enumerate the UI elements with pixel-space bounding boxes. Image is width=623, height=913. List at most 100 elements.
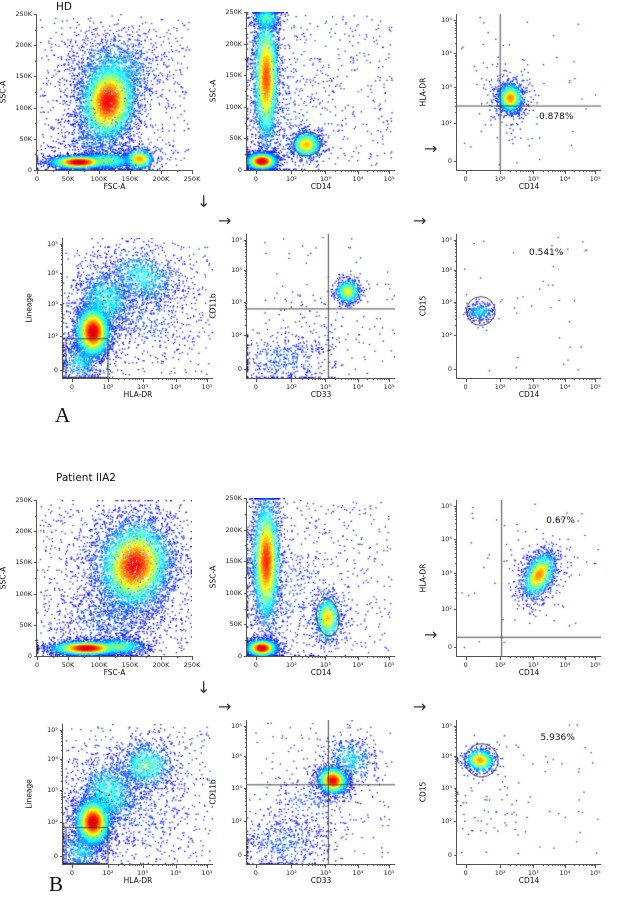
tick-mark	[245, 790, 247, 792]
tick-mark	[455, 92, 457, 94]
tick-mark	[356, 656, 358, 658]
tick-mark	[59, 369, 63, 371]
tick-mark	[128, 864, 130, 866]
tick-mark	[243, 170, 247, 171]
scatter-canvas	[37, 14, 192, 170]
tick-mark	[245, 304, 247, 306]
tick-mark	[455, 797, 457, 799]
x-tick-label: 10⁵	[589, 174, 601, 183]
tick-mark	[531, 170, 533, 172]
tick-mark	[243, 855, 247, 857]
tick-mark	[593, 656, 595, 658]
tick-mark	[61, 310, 63, 312]
tick-mark	[528, 656, 530, 658]
tick-mark	[465, 378, 467, 382]
tick-mark	[583, 170, 585, 172]
tick-mark	[307, 378, 309, 380]
tick-mark	[455, 544, 457, 546]
x-tick-label: 0	[34, 174, 40, 183]
tick-mark	[354, 864, 356, 866]
tick-mark	[588, 170, 590, 172]
tick-mark	[348, 864, 350, 866]
x-axis-label: CD14	[518, 182, 540, 191]
y-tick-label: 0	[237, 166, 242, 174]
tick-mark	[59, 729, 63, 731]
x-tick-label: 10²	[285, 660, 297, 669]
tick-mark	[455, 511, 457, 513]
tick-mark	[33, 14, 37, 15]
tick-mark	[455, 757, 457, 759]
tick-mark	[455, 23, 457, 25]
tick-mark	[59, 273, 63, 274]
y-axis-label: Lineage	[24, 779, 34, 809]
tick-mark	[322, 170, 324, 172]
tick-mark	[142, 378, 144, 382]
tick-mark	[33, 593, 37, 595]
scatter-canvas	[247, 720, 395, 864]
tick-mark	[455, 101, 457, 103]
tick-mark	[245, 778, 247, 780]
tick-mark	[61, 274, 63, 276]
x-tick-label: 10⁴	[559, 868, 571, 877]
tick-mark	[379, 170, 381, 172]
tick-mark	[245, 241, 247, 243]
tick-mark	[455, 584, 457, 586]
y-tick-label: 0	[237, 652, 242, 660]
tick-mark	[379, 378, 381, 380]
tick-mark	[389, 170, 391, 174]
tick-mark	[528, 864, 530, 866]
tick-mark	[592, 656, 594, 658]
tick-mark	[61, 282, 63, 284]
tick-mark	[455, 54, 457, 56]
tick-mark	[307, 864, 309, 866]
tick-mark	[207, 864, 208, 868]
y-tick-label: 200K	[225, 525, 242, 534]
tick-mark	[140, 864, 142, 866]
y-tick-label: 10³	[441, 297, 452, 306]
tick-mark	[561, 378, 563, 380]
x-axis-label: HLA-DR	[123, 876, 153, 885]
tick-mark	[453, 301, 457, 303]
x-tick-label: 10²	[494, 868, 506, 877]
tick-mark	[455, 578, 457, 580]
tick-mark	[194, 864, 196, 866]
tick-mark	[523, 864, 525, 866]
y-tick-label: 0	[447, 156, 452, 165]
tick-mark	[35, 640, 37, 642]
tick-mark	[389, 864, 391, 868]
tick-mark	[325, 170, 327, 174]
tick-mark	[552, 656, 554, 658]
tick-mark	[61, 775, 63, 777]
tick-mark	[61, 255, 63, 257]
tick-mark	[455, 556, 457, 558]
tick-mark	[245, 795, 247, 797]
tick-mark	[352, 864, 354, 866]
tick-mark	[245, 760, 247, 762]
x-tick-label: 10⁵	[589, 868, 601, 877]
tick-mark	[243, 138, 247, 140]
scatter-canvas	[457, 234, 601, 378]
tick-mark	[590, 864, 592, 866]
tick-mark	[340, 656, 342, 658]
tick-mark	[59, 822, 63, 823]
tick-mark	[99, 656, 100, 660]
y-tick-label: 10⁴	[47, 755, 58, 763]
tick-mark	[37, 170, 38, 174]
tick-mark	[367, 378, 369, 380]
tick-mark	[358, 656, 359, 660]
tick-mark	[358, 378, 359, 382]
gating-arrow-right-icon: →	[424, 139, 438, 158]
tick-mark	[455, 789, 457, 791]
tick-mark	[61, 792, 63, 794]
tick-mark	[382, 864, 384, 866]
tick-mark	[243, 369, 247, 371]
tick-mark	[33, 500, 37, 501]
tick-mark	[243, 820, 247, 822]
y-tick-label: 10⁵	[47, 725, 58, 734]
tick-mark	[245, 513, 247, 515]
tick-mark	[367, 170, 369, 172]
tick-mark	[61, 252, 63, 254]
tick-mark	[184, 378, 186, 380]
tick-mark	[61, 294, 63, 296]
tick-mark	[130, 170, 131, 174]
